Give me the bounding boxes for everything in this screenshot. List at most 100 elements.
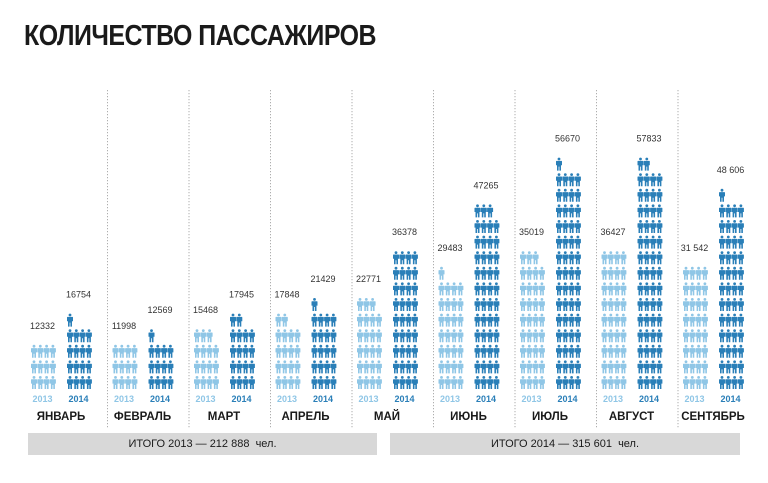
person-icon <box>474 220 481 233</box>
person-icon <box>737 298 744 311</box>
person-icon <box>330 313 337 327</box>
person-icon <box>480 220 487 233</box>
person-icon <box>614 376 621 389</box>
person-icon <box>369 313 376 327</box>
person-icon <box>731 344 738 358</box>
person-icon <box>637 235 644 249</box>
person-icon <box>480 204 487 218</box>
year-label-2013: 2013 <box>440 394 460 404</box>
person-icon <box>317 344 324 358</box>
person-icon <box>620 266 627 280</box>
person-icon <box>643 235 650 249</box>
person-icon <box>556 173 562 187</box>
person-icon <box>330 376 337 389</box>
month-column: 36427 57833 2013 2014 АВГУСТ <box>596 90 663 428</box>
person-icon <box>620 282 627 296</box>
person-icon <box>167 360 174 374</box>
person-icon <box>620 344 627 358</box>
person-icon <box>487 220 494 233</box>
stack-2014 <box>719 188 744 389</box>
person-icon <box>294 329 301 343</box>
person-icon <box>643 282 650 296</box>
person-icon <box>562 220 569 233</box>
person-icon <box>67 329 73 343</box>
person-icon <box>85 360 92 374</box>
stack-2014 <box>311 298 337 389</box>
person-icon <box>43 344 50 358</box>
person-icon <box>230 329 236 343</box>
value-label-2013: 17848 <box>274 290 299 300</box>
person-icon <box>650 204 657 218</box>
person-icon <box>532 376 539 389</box>
year-label-2014: 2014 <box>68 394 88 404</box>
person-icon <box>206 329 213 343</box>
person-icon <box>637 313 644 327</box>
person-icon <box>363 329 370 343</box>
person-icon <box>689 266 696 280</box>
year-label-2013: 2013 <box>521 394 541 404</box>
person-icon <box>574 282 581 296</box>
person-icon <box>701 360 708 374</box>
stack-2013 <box>31 344 56 389</box>
person-icon <box>620 298 627 311</box>
person-icon <box>683 266 689 280</box>
person-icon <box>281 313 288 327</box>
person-icon <box>568 220 575 233</box>
person-icon <box>643 204 650 218</box>
person-icon <box>568 188 575 202</box>
person-icon <box>405 282 412 296</box>
person-icon <box>643 313 650 327</box>
person-icon <box>568 360 575 374</box>
person-icon <box>719 282 725 296</box>
person-icon <box>601 376 608 389</box>
month-label: АПРЕЛЬ <box>281 411 329 423</box>
person-icon <box>480 298 487 311</box>
stack-2013 <box>357 298 382 389</box>
person-icon <box>568 313 575 327</box>
person-icon <box>474 344 481 358</box>
person-icon <box>330 344 337 358</box>
person-icon <box>67 360 73 374</box>
person-icon <box>643 329 650 343</box>
person-icon <box>281 344 288 358</box>
person-icon <box>444 298 451 311</box>
person-icon <box>487 376 494 389</box>
person-icon <box>457 313 464 327</box>
person-icon <box>556 235 562 249</box>
person-icon <box>493 344 500 358</box>
person-icon <box>487 235 494 249</box>
person-icon <box>526 329 533 343</box>
person-icon <box>574 376 581 389</box>
person-icon <box>131 376 138 389</box>
person-icon <box>532 360 539 374</box>
person-icon <box>526 344 533 358</box>
value-label-2014: 36378 <box>392 227 417 237</box>
person-icon <box>607 376 614 389</box>
person-icon <box>451 329 458 343</box>
person-icon <box>317 376 324 389</box>
person-icon <box>242 376 249 389</box>
person-icon <box>562 235 569 249</box>
person-icon <box>574 235 581 249</box>
person-icon <box>480 313 487 327</box>
person-icon <box>375 329 382 343</box>
year-label-2014: 2014 <box>313 394 333 404</box>
person-icon <box>206 344 213 358</box>
person-icon <box>236 360 243 374</box>
person-icon <box>457 360 464 374</box>
person-icon <box>480 251 487 265</box>
person-icon <box>451 376 458 389</box>
person-icon <box>643 188 650 202</box>
person-icon <box>683 329 689 343</box>
person-icon <box>480 344 487 358</box>
person-icon <box>493 266 500 280</box>
person-icon <box>411 313 418 327</box>
person-icon <box>49 344 56 358</box>
person-icon <box>731 360 738 374</box>
stack-2014 <box>230 313 255 389</box>
person-icon <box>85 376 92 389</box>
person-icon <box>487 251 494 265</box>
person-icon <box>689 298 696 311</box>
person-icon <box>444 329 451 343</box>
person-icon <box>574 266 581 280</box>
